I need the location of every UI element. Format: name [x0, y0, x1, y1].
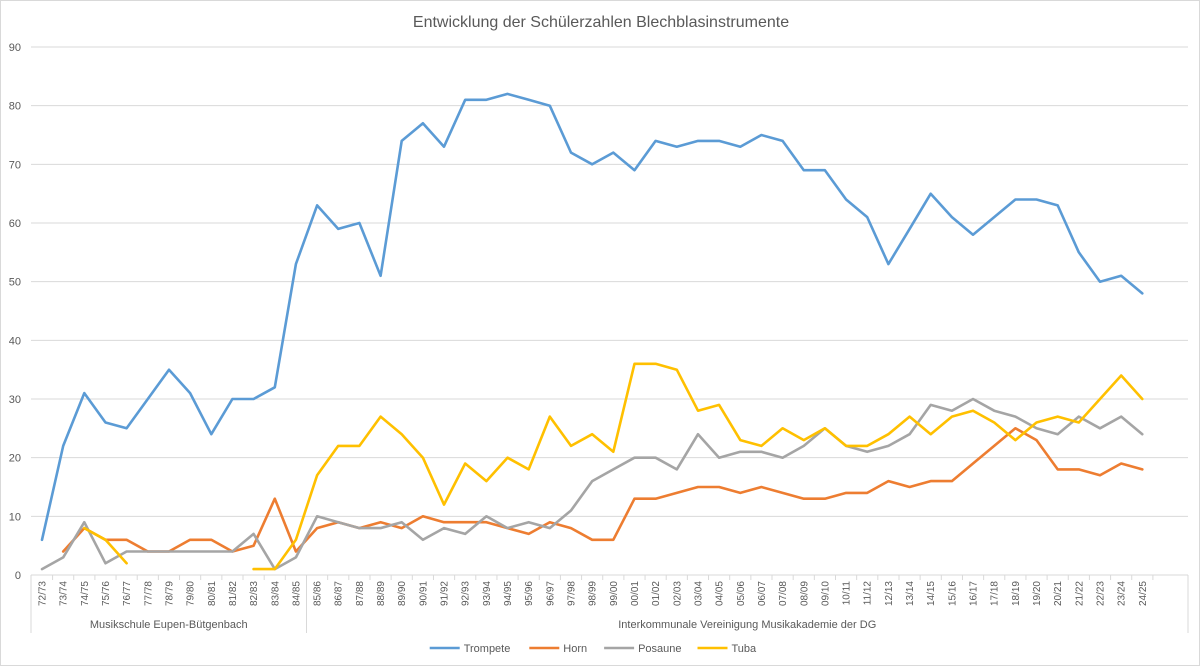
x-tick-label: 93/94	[482, 581, 493, 606]
x-tick-label: 00/01	[630, 581, 641, 606]
x-tick-label: 16/17	[969, 581, 980, 606]
x-tick-label: 79/80	[186, 581, 197, 606]
x-tick-label: 73/74	[59, 581, 70, 606]
x-tick-label: 10/11	[842, 581, 853, 606]
x-tick-label: 95/96	[524, 581, 535, 606]
y-tick-label: 90	[9, 42, 21, 54]
x-tick-label: 75/76	[101, 581, 112, 606]
x-tick-label: 99/00	[609, 581, 620, 606]
x-tick-label: 74/75	[80, 581, 91, 606]
x-tick-label: 09/10	[820, 581, 831, 606]
x-tick-label: 04/05	[715, 581, 726, 606]
y-tick-label: 40	[9, 335, 21, 347]
series-line-horn	[61, 427, 1144, 553]
y-tick-label: 50	[9, 277, 21, 289]
x-tick-label: 19/20	[1032, 581, 1043, 606]
x-tick-label: 96/97	[545, 581, 556, 606]
gridlines	[31, 46, 1188, 576]
x-tick-label: 84/85	[291, 581, 302, 606]
x-tick-label: 15/16	[947, 581, 958, 606]
x-tick-label: 17/18	[990, 581, 1001, 606]
series-lines	[40, 92, 1144, 571]
x-axis: 72/73 73/74 74/75 75/76 76/77 77/78 78/79 79/80…	[30, 575, 1189, 633]
x-tick-label: 02/03	[672, 581, 683, 606]
x-tick-label: 01/02	[651, 581, 662, 606]
x-tick-label: 14/15	[926, 581, 937, 606]
y-tick-label: 80	[9, 101, 21, 113]
x-tick-label: 98/99	[588, 581, 599, 606]
y-tick-label: 30	[9, 394, 21, 406]
x-tick-label: 97/98	[567, 581, 578, 606]
legend-label-trompete: Trompete	[464, 643, 511, 655]
legend: Trompete Horn Posaune Tuba	[429, 643, 758, 655]
y-tick-label: 60	[9, 218, 21, 230]
x-tick-label: 90/91	[418, 581, 429, 606]
x-tick-label: 91/92	[440, 581, 451, 606]
category-group-label: Musikschule Eupen-Bütgenbach	[90, 619, 248, 631]
y-tick-label: 70	[9, 159, 21, 171]
series-line-tuba	[83, 362, 1144, 571]
x-tick-label: 85/86	[313, 581, 324, 606]
x-tick-label: 08/09	[799, 581, 810, 606]
series-line-posaune	[40, 397, 1144, 571]
legend-label-tuba: Tuba	[732, 643, 758, 655]
x-tick-label: 11/12	[863, 581, 874, 606]
x-tick-label: 06/07	[757, 581, 768, 606]
x-tick-label: 82/83	[249, 581, 260, 606]
chart-title: Entwicklung der Schülerzahlen Blechblasi…	[413, 14, 789, 31]
y-tick-label: 0	[15, 570, 21, 582]
x-tick-label: 86/87	[334, 581, 345, 606]
x-tick-label: 87/88	[355, 581, 366, 606]
x-tick-label: 18/19	[1011, 581, 1022, 606]
x-tick-label: 03/04	[693, 581, 704, 606]
x-tick-label: 77/78	[143, 581, 154, 606]
category-group-label: Interkommunale Vereinigung Musikakademie…	[618, 619, 876, 631]
x-tick-label: 72/73	[38, 581, 49, 606]
x-tick-label: 92/93	[461, 581, 472, 606]
y-tick-label: 10	[9, 511, 21, 523]
x-tick-label: 24/25	[1138, 581, 1149, 606]
x-tick-label: 07/08	[778, 581, 789, 606]
legend-label-horn: Horn	[563, 643, 587, 655]
x-tick-label: 76/77	[122, 581, 133, 606]
x-tick-label: 88/89	[376, 581, 387, 606]
x-tick-label: 23/24	[1117, 581, 1128, 606]
x-tick-label: 21/22	[1074, 581, 1085, 606]
x-tick-label: 94/95	[503, 581, 514, 606]
x-tick-label: 20/21	[1053, 581, 1064, 606]
x-tick-label: 89/90	[397, 581, 408, 606]
x-tick-label: 13/14	[905, 581, 916, 606]
x-tick-label: 05/06	[736, 581, 747, 606]
x-tick-label: 83/84	[270, 581, 281, 606]
x-tick-label: 80/81	[207, 581, 218, 606]
x-tick-label: 81/82	[228, 581, 239, 606]
x-tick-label: 12/13	[884, 581, 895, 606]
y-tick-label: 20	[9, 453, 21, 465]
x-tick-label: 22/23	[1096, 581, 1107, 606]
series-line-trompete	[40, 92, 1144, 542]
y-axis-ticks: 0 10 20 30 40 50 60 70 80 90	[9, 42, 21, 582]
x-tick-label: 78/79	[164, 581, 175, 606]
legend-label-posaune: Posaune	[638, 643, 681, 655]
